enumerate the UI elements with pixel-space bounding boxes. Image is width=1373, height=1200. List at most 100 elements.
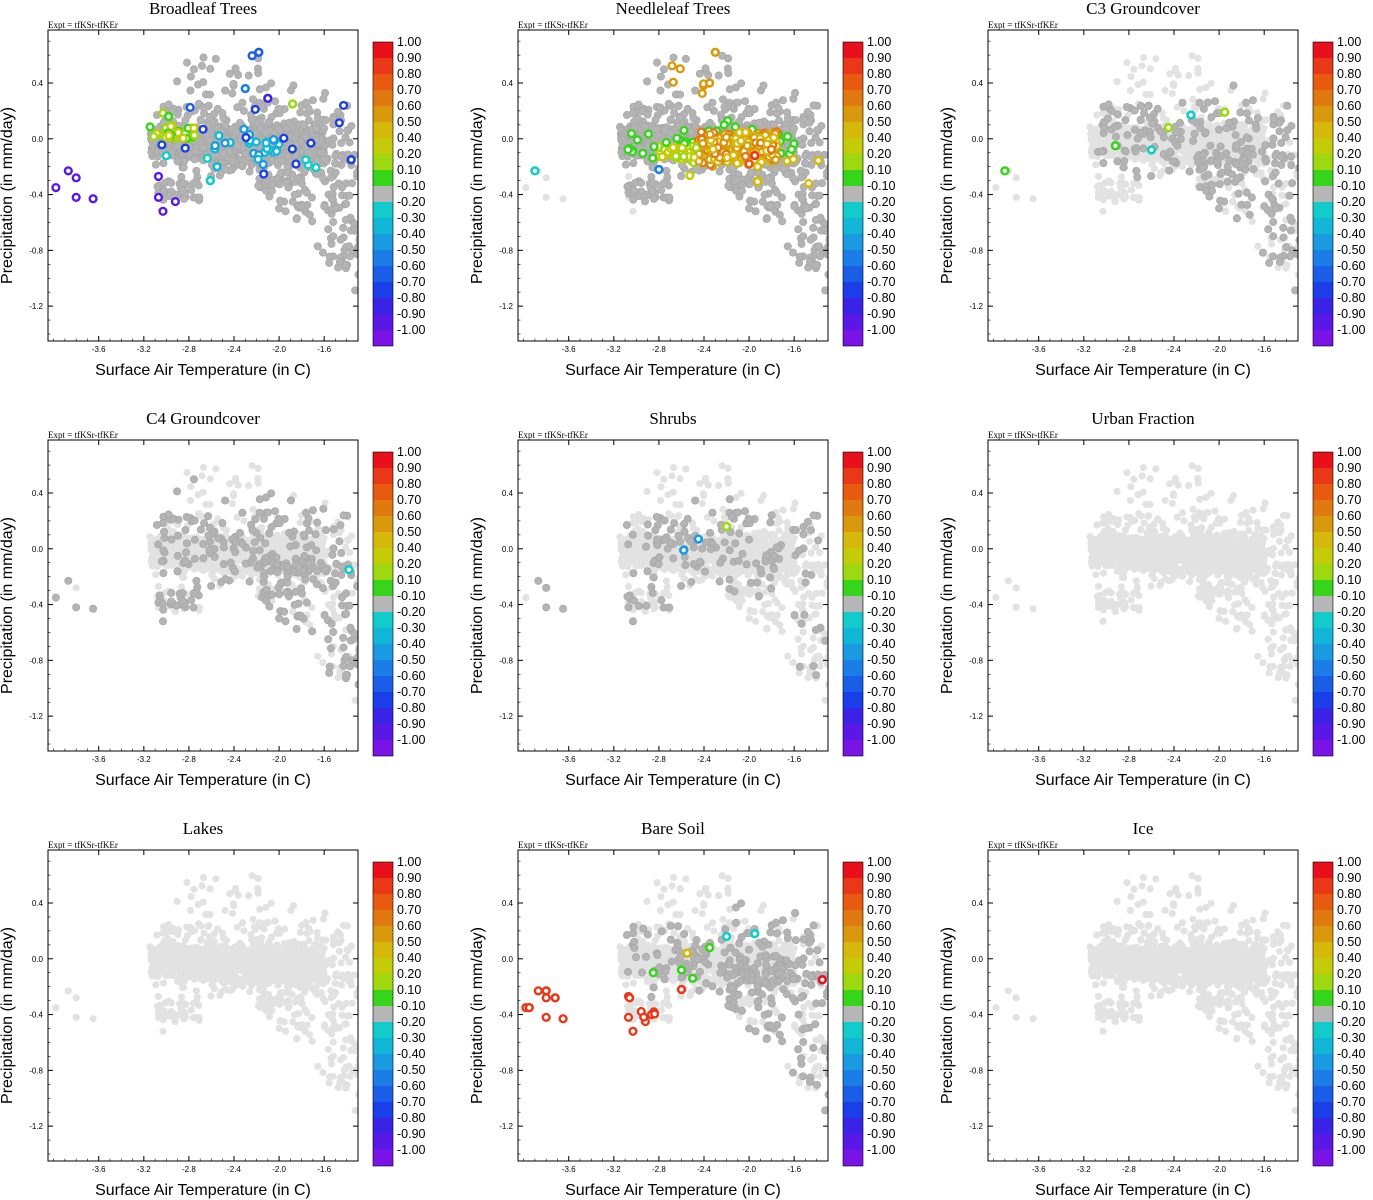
neutral-point	[701, 64, 710, 73]
neutral-point	[629, 186, 638, 195]
neutral-point	[724, 54, 733, 63]
neutral-point	[799, 218, 808, 227]
y-tick-label: -1.2	[499, 302, 513, 311]
colorbar-swatch	[843, 298, 863, 314]
colorbar-swatch	[843, 234, 863, 250]
highlight-point	[710, 47, 720, 58]
neutral-point	[353, 168, 358, 177]
neutral-point	[329, 183, 338, 192]
colorbar-swatch	[373, 74, 393, 90]
neutral-point	[755, 118, 764, 127]
correlation-point	[259, 169, 269, 179]
neutral-point	[290, 190, 299, 199]
colorbar-swatch	[373, 42, 393, 58]
neutral-point	[823, 168, 828, 177]
neutral-point	[321, 155, 330, 164]
neutral-point	[327, 173, 336, 182]
neutral-point	[200, 109, 209, 118]
neutral-point	[633, 114, 642, 123]
neutral-point	[312, 124, 321, 133]
neutral-point	[629, 159, 638, 168]
colorbar-swatch	[843, 170, 863, 186]
neutral-point	[233, 103, 242, 112]
y-tick-label: 0.0	[32, 135, 44, 144]
neutral-point	[740, 97, 749, 106]
colorbar-label: 1.00	[867, 35, 891, 49]
neutral-point	[167, 178, 176, 187]
neutral-point	[345, 191, 354, 200]
correlation-point	[170, 196, 180, 207]
neutral-point	[666, 115, 675, 124]
correlation-point	[632, 135, 642, 145]
y-tick-label: -0.8	[29, 246, 43, 255]
neutral-point	[724, 181, 733, 190]
neutral-point	[276, 196, 285, 205]
neutral-point	[327, 194, 336, 203]
neutral-point	[649, 194, 658, 203]
colorbar-label: -1.00	[397, 323, 426, 337]
neutral-point	[737, 79, 746, 88]
neutral-point	[304, 116, 313, 125]
neutral-point	[337, 138, 346, 147]
neutral-point	[821, 286, 828, 295]
colorbar-label: 0.50	[397, 115, 421, 129]
neutral-point	[228, 89, 237, 98]
x-tick-label: -2.8	[652, 345, 666, 354]
neutral-point	[772, 188, 781, 197]
neutral-point	[809, 223, 818, 232]
neutral-point	[720, 102, 729, 111]
neutral-point	[762, 215, 771, 224]
colorbar-label: -0.50	[397, 243, 426, 257]
colorbar-label: -0.70	[397, 275, 426, 289]
colorbar-swatch	[373, 234, 393, 250]
neutral-point	[159, 186, 168, 195]
neutral-point	[164, 100, 173, 109]
neutral-point	[660, 125, 669, 134]
neutral-point	[305, 210, 314, 219]
neutral-point	[151, 160, 160, 169]
neutral-point	[339, 223, 348, 232]
colorbar-swatch	[843, 250, 863, 266]
neutral-point	[659, 65, 668, 74]
colorbar-label: 0.10	[867, 163, 891, 177]
colorbar-swatch	[373, 122, 393, 138]
correlation-point	[771, 155, 781, 165]
neutral-point	[241, 149, 250, 158]
neutral-point	[173, 77, 182, 86]
neutral-point	[341, 133, 350, 142]
correlation-point	[698, 138, 708, 149]
neutral-point	[657, 186, 666, 195]
background-point	[629, 207, 637, 215]
neutral-point	[289, 81, 298, 90]
x-tick-label: -3.6	[562, 345, 576, 354]
neutral-point	[228, 157, 237, 166]
neutral-point	[621, 160, 630, 169]
colorbar-label: -0.20	[397, 195, 426, 209]
x-tick-label: -1.6	[787, 345, 801, 354]
neutral-point	[275, 204, 284, 213]
colorbar-label: -0.60	[397, 259, 426, 273]
correlation-point	[740, 151, 751, 162]
neutral-point	[153, 182, 162, 191]
neutral-point	[811, 133, 820, 142]
neutral-point	[229, 79, 238, 88]
colorbar-label: -0.40	[397, 227, 426, 241]
correlation-point	[685, 170, 695, 181]
neutral-point	[337, 152, 346, 161]
neutral-point	[181, 116, 190, 125]
neutral-point	[285, 118, 294, 127]
colorbar-label: 1.00	[397, 35, 421, 49]
neutral-point	[807, 138, 816, 147]
highlight-point	[346, 154, 356, 165]
neutral-point	[248, 116, 257, 125]
colorbar-label: -0.20	[867, 195, 896, 209]
colorbar-swatch	[373, 314, 393, 330]
colorbar-swatch	[373, 250, 393, 266]
correlation-point	[301, 155, 311, 165]
correlation-point	[783, 132, 793, 142]
y-tick-label: -1.2	[29, 302, 43, 311]
correlation-point	[287, 144, 297, 154]
neutral-point	[806, 235, 815, 244]
background-point	[559, 195, 567, 203]
